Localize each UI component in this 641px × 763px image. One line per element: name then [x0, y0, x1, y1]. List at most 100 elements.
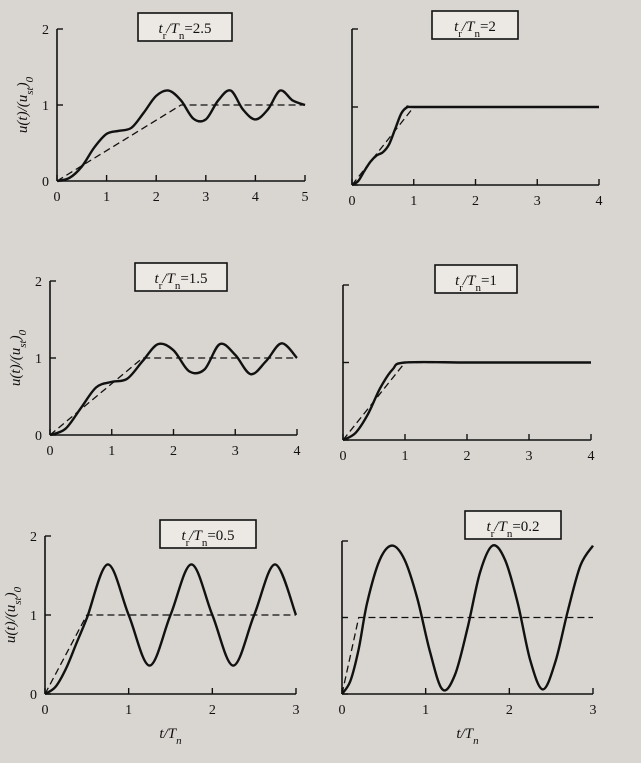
x-tick-label: 0: [340, 449, 347, 464]
static-response-line: [44, 614, 296, 695]
x-axis-label-part: t/T: [159, 726, 177, 742]
static-response-line: [341, 616, 593, 695]
panel-title-part: /T: [462, 273, 477, 289]
y-axis-label-part: u(t)/(u: [3, 605, 19, 643]
panel-title-part: /T: [188, 528, 203, 544]
title-box: [134, 262, 228, 292]
response-curve: [340, 544, 595, 695]
x-tick-label: 3: [526, 449, 533, 464]
x-tick-label: 1: [103, 190, 110, 205]
panel-title-part: =1.5: [180, 271, 207, 287]
panel-title-part: /T: [161, 271, 176, 287]
panel-title-part: t: [154, 271, 159, 287]
x-tick-label: 2: [464, 449, 471, 464]
panel-title-part: t: [486, 519, 491, 535]
y-axis-label-part: ): [15, 82, 31, 88]
x-tick-label: 5: [302, 190, 309, 205]
panel-title-part: r: [163, 30, 167, 42]
x-tick-label: 2: [170, 444, 177, 459]
x-tick-label: 1: [125, 703, 132, 718]
panel-title-part: n: [507, 528, 513, 540]
panel-title-part: n: [474, 28, 480, 40]
x-tick-label: 2: [153, 190, 160, 205]
x-axis-label-part: n: [176, 735, 182, 747]
panel-title-part: /T: [493, 519, 508, 535]
x-tick-label: 0: [349, 194, 356, 209]
title-box: [159, 519, 257, 549]
x-tick-label: 4: [596, 194, 603, 209]
y-tick-label: 0: [30, 688, 37, 703]
y-axis-label-group: u(t)/(ust)0: [3, 586, 24, 643]
x-tick-label: 0: [47, 444, 54, 459]
y-axis-label-part: st: [12, 596, 24, 604]
panel-title-part: =1: [481, 273, 497, 289]
x-tick-label: 4: [294, 444, 301, 459]
panel-title: tr/Tn=2: [454, 19, 496, 40]
panel-title-part: r: [186, 537, 190, 549]
y-tick-label: 2: [42, 23, 49, 38]
y-axis-label-part: ): [8, 335, 24, 341]
static-response-line: [342, 361, 591, 441]
x-tick-label: 2: [506, 703, 513, 718]
panel-title: tr/Tn=1.5: [154, 271, 207, 292]
x-tick-label: 2: [209, 703, 216, 718]
y-tick-label: 1: [42, 99, 49, 114]
y-axis-label-group: u(t)/(ust)0: [15, 76, 36, 133]
panel-title-part: t: [454, 19, 459, 35]
panel-title-part: =2.5: [184, 21, 211, 37]
x-tick-label: 3: [534, 194, 541, 209]
y-axis-label-part: ): [3, 592, 19, 598]
y-axis-label-part: st: [24, 86, 36, 94]
panel-title-part: =0.5: [207, 528, 234, 544]
x-axis-label-part: n: [473, 735, 479, 747]
title-box: [434, 264, 518, 294]
panel-title-part: n: [179, 30, 185, 42]
x-tick-label: 1: [410, 194, 417, 209]
x-tick-label: 4: [252, 190, 259, 205]
x-tick-label: 3: [590, 703, 597, 718]
panel-title-part: =2: [480, 19, 496, 35]
panel-title: tr/Tn=0.2: [486, 519, 539, 540]
y-tick-label: 0: [35, 429, 42, 444]
panel-title: tr/Tn=2.5: [158, 21, 211, 42]
panel-title-part: r: [491, 528, 495, 540]
panel-title: tr/Tn=1: [455, 273, 497, 294]
y-axis-label-part: 0: [17, 329, 29, 335]
response-curve: [56, 89, 306, 183]
y-axis-label-part: st: [17, 339, 29, 347]
panel-title-part: n: [475, 282, 481, 294]
response-curve: [44, 563, 298, 696]
x-tick-label: 3: [202, 190, 209, 205]
panel-title-part: r: [458, 28, 462, 40]
panel-1: 0 1 2 3 4 5 0 1 2 tr/Tn=2.5 u(t)/(ust)0: [15, 12, 309, 205]
x-tick-label: 0: [42, 703, 49, 718]
x-tick-label: 0: [54, 190, 61, 205]
panel-4: 0 1 2 3 4 tr/Tn=1: [340, 264, 595, 464]
x-tick-label: 1: [422, 703, 429, 718]
panel-title-part: r: [159, 280, 163, 292]
y-axis-label: u(t)/(ust)0: [15, 76, 36, 133]
response-curve: [342, 360, 591, 442]
static-response-line: [56, 104, 305, 182]
panel-title-part: t: [158, 21, 163, 37]
y-tick-label: 2: [35, 275, 42, 290]
panel-title-part: r: [459, 282, 463, 294]
y-axis-label: u(t)/(ust)0: [3, 586, 24, 643]
panel-title: tr/Tn=0.5: [181, 528, 234, 549]
y-tick-label: 0: [42, 175, 49, 190]
y-axis-label-part: u(t)/(u: [8, 348, 24, 386]
static-response-line: [351, 106, 599, 186]
panel-title-part: t: [455, 273, 460, 289]
panel-title-part: /T: [165, 21, 180, 37]
x-tick-label: 3: [232, 444, 239, 459]
x-tick-label: 3: [293, 703, 300, 718]
y-axis-label-part: 0: [24, 76, 36, 82]
title-box: [431, 10, 519, 40]
y-tick-label: 1: [35, 352, 42, 367]
y-tick-label: 2: [30, 530, 37, 545]
x-axis-label: t/Tn: [456, 726, 479, 747]
panel-6: 0 1 2 3tr/Tn=0.2t/Tn: [339, 510, 597, 747]
